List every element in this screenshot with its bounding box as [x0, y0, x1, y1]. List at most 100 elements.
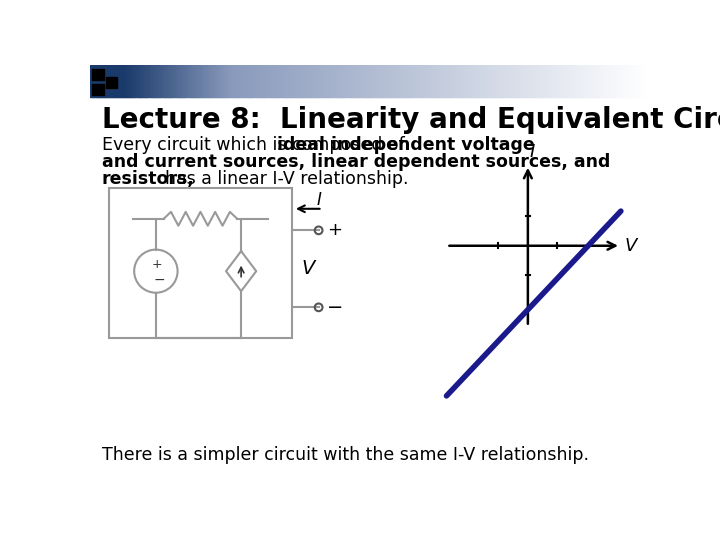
Bar — [330, 65, 333, 97]
Bar — [390, 65, 392, 97]
Bar — [297, 65, 299, 97]
Bar — [332, 65, 334, 97]
Bar — [482, 65, 485, 97]
Bar — [594, 65, 597, 97]
Bar — [174, 65, 176, 97]
Bar — [356, 65, 359, 97]
Bar — [101, 65, 104, 97]
Bar — [412, 65, 415, 97]
Bar — [265, 65, 267, 97]
Bar — [392, 65, 394, 97]
Bar — [400, 65, 403, 97]
Text: V: V — [625, 237, 637, 255]
Bar — [488, 65, 490, 97]
Bar — [454, 65, 457, 97]
Bar — [217, 65, 219, 97]
Bar — [546, 65, 549, 97]
Bar — [120, 65, 122, 97]
Bar — [261, 65, 264, 97]
Bar — [107, 65, 109, 97]
Bar — [287, 65, 289, 97]
Bar — [581, 65, 584, 97]
Bar — [347, 65, 349, 97]
Bar — [373, 65, 375, 97]
Bar — [374, 65, 377, 97]
Bar — [611, 65, 613, 97]
Bar — [568, 65, 571, 97]
Bar — [307, 65, 310, 97]
Bar — [198, 65, 200, 97]
Bar — [445, 65, 448, 97]
Bar — [112, 65, 115, 97]
Bar — [462, 65, 464, 97]
Text: −: − — [153, 273, 165, 287]
Bar — [598, 65, 600, 97]
Bar — [494, 65, 496, 97]
Bar — [284, 65, 286, 97]
Bar — [213, 65, 215, 97]
Bar — [298, 65, 301, 97]
Bar — [485, 65, 487, 97]
Bar — [99, 65, 102, 97]
Bar — [635, 65, 638, 97]
Bar — [633, 65, 636, 97]
Bar — [607, 65, 610, 97]
Bar — [585, 65, 588, 97]
Bar — [274, 65, 276, 97]
Bar — [637, 65, 639, 97]
Text: I: I — [529, 143, 534, 161]
Bar — [252, 65, 254, 97]
Bar — [527, 65, 530, 97]
Bar — [209, 65, 212, 97]
Bar — [148, 65, 150, 97]
Bar — [539, 65, 541, 97]
Bar — [300, 65, 303, 97]
Bar — [552, 65, 554, 97]
Bar — [118, 65, 120, 97]
Bar — [646, 65, 649, 97]
Bar — [626, 65, 629, 97]
Bar — [641, 65, 643, 97]
Bar — [320, 65, 323, 97]
Bar — [97, 65, 100, 97]
Bar — [343, 65, 346, 97]
Bar — [639, 65, 642, 97]
Bar — [196, 65, 199, 97]
Bar — [603, 65, 606, 97]
Bar — [467, 65, 470, 97]
Bar — [253, 65, 256, 97]
Bar — [593, 65, 595, 97]
Bar — [451, 65, 454, 97]
Bar — [588, 65, 591, 97]
Bar — [464, 65, 467, 97]
Bar — [518, 65, 521, 97]
Bar — [317, 65, 320, 97]
Bar — [423, 65, 426, 97]
Bar — [266, 65, 269, 97]
Bar — [352, 65, 355, 97]
Bar — [495, 65, 498, 97]
Bar — [354, 65, 356, 97]
Bar — [144, 65, 147, 97]
Bar — [557, 65, 559, 97]
Bar — [418, 65, 420, 97]
Bar — [624, 65, 626, 97]
Bar — [181, 65, 184, 97]
Bar — [628, 65, 630, 97]
Bar — [559, 65, 562, 97]
Bar — [220, 65, 222, 97]
Bar — [601, 65, 604, 97]
Bar — [215, 65, 217, 97]
Bar — [336, 65, 338, 97]
Bar — [278, 65, 281, 97]
Bar — [393, 65, 396, 97]
Bar — [577, 65, 580, 97]
Bar — [161, 65, 163, 97]
Bar — [176, 65, 178, 97]
Bar — [361, 65, 364, 97]
Bar — [177, 65, 180, 97]
Bar — [259, 65, 262, 97]
Bar — [492, 65, 495, 97]
Bar — [324, 65, 327, 97]
Bar — [311, 65, 314, 97]
